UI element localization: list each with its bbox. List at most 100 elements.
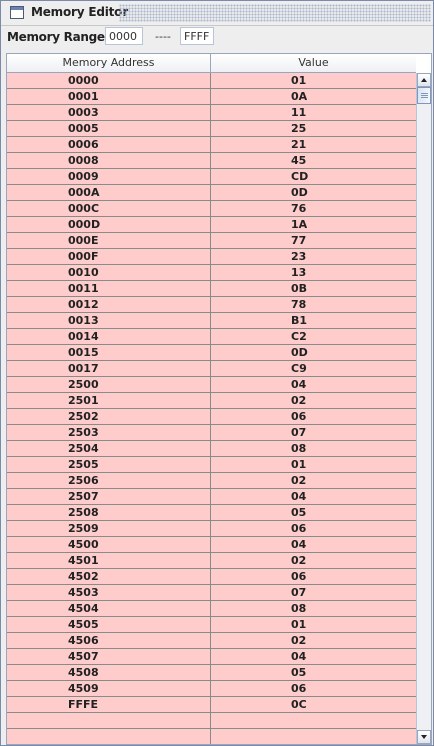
value-cell[interactable]: 1A — [291, 218, 308, 231]
memory-address-cell[interactable]: 2507 — [7, 489, 211, 504]
memory-address-cell[interactable]: 4507 — [7, 649, 211, 664]
value-cell[interactable]: 05 — [291, 506, 307, 519]
empty-table-row[interactable] — [7, 729, 416, 744]
table-row[interactable]: 4509 06 — [7, 681, 416, 697]
memory-address-cell[interactable]: 0010 — [7, 265, 211, 280]
table-row[interactable]: 4507 04 — [7, 649, 416, 665]
memory-address-cell[interactable]: 2500 — [7, 377, 211, 392]
value-cell[interactable]: 04 — [291, 650, 307, 663]
table-row[interactable]: 4503 07 — [7, 585, 416, 601]
memory-address-cell[interactable]: 0014 — [7, 329, 211, 344]
memory-address-cell[interactable]: 0001 — [7, 89, 211, 104]
value-cell[interactable]: 0C — [291, 698, 307, 711]
table-row[interactable]: 0011 0B — [7, 281, 416, 297]
value-cell[interactable]: 08 — [291, 602, 307, 615]
value-cell[interactable]: 01 — [291, 458, 307, 471]
value-cell[interactable]: 21 — [291, 138, 307, 151]
memory-address-cell[interactable]: 2509 — [7, 521, 211, 536]
table-row[interactable]: 4502 06 — [7, 569, 416, 585]
empty-table-row[interactable] — [7, 713, 416, 729]
memory-address-cell[interactable]: 0015 — [7, 345, 211, 360]
table-row[interactable]: 4508 05 — [7, 665, 416, 681]
memory-address-cell[interactable]: 0013 — [7, 313, 211, 328]
table-row[interactable]: 0012 78 — [7, 297, 416, 313]
value-cell[interactable]: 13 — [291, 266, 307, 279]
table-row[interactable]: 2501 02 — [7, 393, 416, 409]
scroll-down-button[interactable] — [417, 730, 431, 744]
table-row[interactable]: 0017 C9 — [7, 361, 416, 377]
table-row[interactable]: 2504 08 — [7, 441, 416, 457]
table-row[interactable]: 2508 05 — [7, 505, 416, 521]
value-cell[interactable]: 0A — [291, 90, 308, 103]
table-row[interactable]: 0014 C2 — [7, 329, 416, 345]
value-cell[interactable]: 07 — [291, 586, 307, 599]
table-row[interactable]: 4501 02 — [7, 553, 416, 569]
value-cell[interactable]: B1 — [291, 314, 308, 327]
value-cell[interactable]: 06 — [291, 682, 307, 695]
value-cell[interactable]: 76 — [291, 202, 307, 215]
memory-address-cell[interactable]: 4508 — [7, 665, 211, 680]
memory-address-cell[interactable]: 000F — [7, 249, 211, 264]
value-cell[interactable]: 0B — [291, 282, 308, 295]
scroll-up-button[interactable] — [417, 73, 431, 87]
memory-address-cell[interactable]: 0008 — [7, 153, 211, 168]
memory-address-cell[interactable]: 4505 — [7, 617, 211, 632]
table-row[interactable]: 2503 07 — [7, 425, 416, 441]
memory-address-cell[interactable]: 4506 — [7, 633, 211, 648]
memory-address-cell[interactable]: 2505 — [7, 457, 211, 472]
title-bar[interactable]: Memory Editor — [1, 1, 433, 26]
value-cell[interactable]: 0D — [291, 186, 308, 199]
memory-address-cell[interactable]: 0012 — [7, 297, 211, 312]
range-start-field[interactable]: 0000 — [105, 27, 143, 45]
value-cell[interactable]: C2 — [291, 330, 307, 343]
table-row[interactable]: 4504 08 — [7, 601, 416, 617]
value-cell[interactable]: 0D — [291, 346, 308, 359]
table-row[interactable]: 2502 06 — [7, 409, 416, 425]
memory-address-cell[interactable]: 0000 — [7, 73, 211, 88]
table-row[interactable]: 2506 02 — [7, 473, 416, 489]
table-row[interactable]: 0009 CD — [7, 169, 416, 185]
memory-address-cell[interactable]: 000E — [7, 233, 211, 248]
memory-address-cell[interactable]: 2506 — [7, 473, 211, 488]
table-row[interactable]: 000F 23 — [7, 249, 416, 265]
value-cell[interactable]: 04 — [291, 538, 307, 551]
table-row[interactable]: 0001 0A — [7, 89, 416, 105]
value-cell[interactable]: C9 — [291, 362, 307, 375]
table-row[interactable]: 4500 04 — [7, 537, 416, 553]
memory-address-cell[interactable]: 2504 — [7, 441, 211, 456]
table-row[interactable]: 2500 04 — [7, 377, 416, 393]
memory-address-cell[interactable]: 0009 — [7, 169, 211, 184]
table-row[interactable]: 000A 0D — [7, 185, 416, 201]
table-row[interactable]: 0010 13 — [7, 265, 416, 281]
value-cell[interactable]: 02 — [291, 394, 307, 407]
memory-address-cell[interactable]: 4503 — [7, 585, 211, 600]
value-cell[interactable]: 01 — [291, 618, 307, 631]
table-row[interactable]: 2509 06 — [7, 521, 416, 537]
value-cell[interactable]: 06 — [291, 522, 307, 535]
memory-address-cell[interactable]: 4502 — [7, 569, 211, 584]
value-cell[interactable]: 08 — [291, 442, 307, 455]
memory-address-cell[interactable]: 000D — [7, 217, 211, 232]
value-cell[interactable]: CD — [291, 170, 309, 183]
table-row[interactable]: 0003 11 — [7, 105, 416, 121]
memory-address-cell[interactable]: 0003 — [7, 105, 211, 120]
memory-address-cell[interactable]: 000A — [7, 185, 211, 200]
value-cell[interactable] — [211, 713, 416, 728]
table-row[interactable]: 0008 45 — [7, 153, 416, 169]
memory-address-cell[interactable]: 0006 — [7, 137, 211, 152]
memory-address-cell[interactable]: 2502 — [7, 409, 211, 424]
memory-address-cell[interactable]: 2508 — [7, 505, 211, 520]
table-row[interactable]: 000E 77 — [7, 233, 416, 249]
value-cell[interactable]: 77 — [291, 234, 307, 247]
value-cell[interactable]: 06 — [291, 410, 307, 423]
title-bar-grip[interactable] — [119, 4, 431, 22]
memory-address-cell[interactable]: 4509 — [7, 681, 211, 696]
memory-address-cell[interactable]: 2501 — [7, 393, 211, 408]
table-row[interactable]: 2507 04 — [7, 489, 416, 505]
memory-address-cell[interactable]: FFFE — [7, 697, 211, 712]
vertical-scrollbar[interactable] — [416, 73, 431, 744]
table-row[interactable]: FFFE 0C — [7, 697, 416, 713]
memory-address-cell[interactable]: 2503 — [7, 425, 211, 440]
value-cell[interactable]: 04 — [291, 378, 307, 391]
value-cell[interactable]: 07 — [291, 426, 307, 439]
